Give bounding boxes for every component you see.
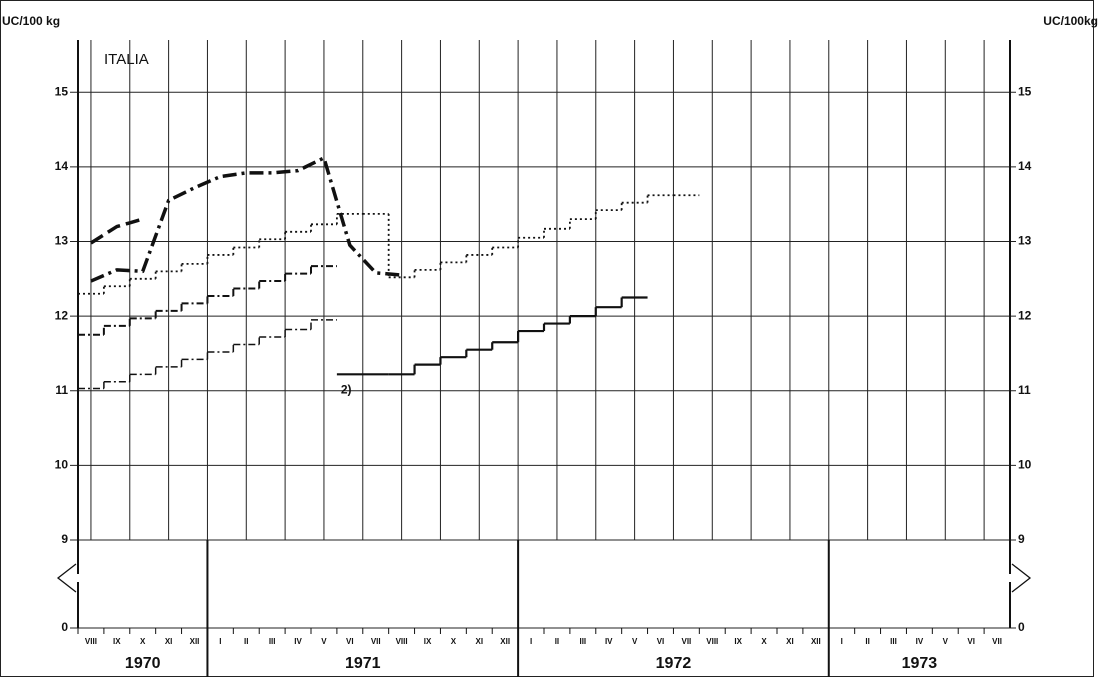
year-label: 1972 [656,655,692,672]
x-tick-label: VIII [706,637,718,646]
x-tick-label: XII [190,637,200,646]
x-tick-label: VIII [396,637,408,646]
x-tick-label: VII [681,637,691,646]
x-tick-label: V [321,637,327,646]
x-tick-label: X [761,637,767,646]
axis-break [1011,563,1032,593]
x-tick-label: IX [113,637,121,646]
y-tick-label-right: 9 [1018,532,1025,546]
x-tick-label: IX [424,637,432,646]
chart-title: ITALIA [104,51,149,68]
x-tick-label: I [841,637,843,646]
x-tick-label: II [244,637,248,646]
y-tick-label: 13 [55,234,69,248]
y-tick-label: 10 [55,458,69,472]
x-tick-label: III [579,637,586,646]
x-tick-label: V [632,637,638,646]
x-tick-label: I [219,637,221,646]
y-tick-label-right: 15 [1018,84,1032,98]
x-tick-label: IV [294,637,302,646]
y-tick-label-right: 0 [1018,620,1025,634]
x-tick-label: VII [992,637,1002,646]
x-tick-label: XI [786,637,794,646]
x-tick-label: II [555,637,559,646]
year-label: 1973 [902,655,938,672]
x-tick-label: XII [500,637,510,646]
x-tick-label: III [890,637,897,646]
y-tick-label-right: 12 [1018,308,1032,322]
x-tick-label: VI [657,637,665,646]
year-label: 1970 [125,655,161,672]
x-tick-label: XI [165,637,173,646]
x-tick-label: XI [475,637,483,646]
x-tick-label: IX [734,637,742,646]
y-axis-label-right: UC/100kg [1043,14,1098,28]
x-tick-label: I [530,637,532,646]
x-tick-label: IV [605,637,613,646]
y-tick-label: 11 [55,383,68,397]
axis-break [56,563,77,593]
x-tick-label: VI [346,637,354,646]
x-tick-label: XII [811,637,821,646]
y-axis-label-left: UC/100 kg [2,14,60,28]
x-tick-label: X [451,637,457,646]
line [90,156,402,283]
y-tick-label-right: 11 [1018,383,1031,397]
y-tick-label-right: 14 [1018,159,1032,173]
y-tick-label-right: 10 [1018,458,1032,472]
x-tick-label: II [865,637,869,646]
x-tick-label: III [269,637,276,646]
x-tick-label: V [943,637,949,646]
x-tick-label: VIII [85,637,97,646]
x-tick-label: X [140,637,146,646]
y-tick-label: 14 [55,159,69,173]
y-tick-label: 15 [55,84,69,98]
y-tick-label: 9 [61,532,68,546]
x-tick-label: VII [371,637,381,646]
axis-break-gap [1009,574,1012,582]
annotation: 2) [341,383,352,397]
y-tick-label: 0 [61,620,68,634]
y-tick-label-right: 13 [1018,234,1032,248]
x-tick-label: IV [916,637,924,646]
line [90,217,144,245]
year-label: 1971 [345,655,381,672]
x-tick-label: VI [967,637,975,646]
axis-break-gap [77,574,80,582]
y-tick-label: 12 [55,308,69,322]
